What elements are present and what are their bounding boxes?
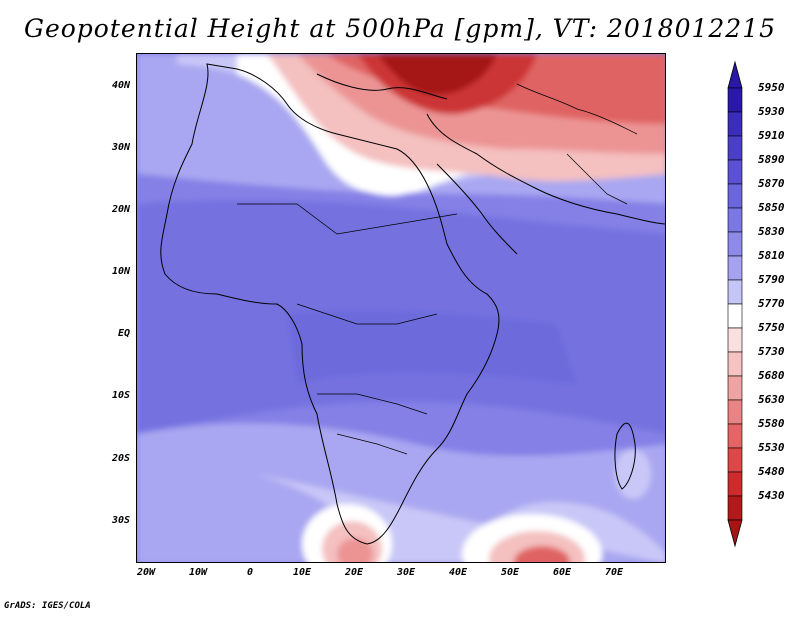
colorbar-label: 5950 <box>758 81 785 94</box>
colorbar-label: 5680 <box>758 369 785 382</box>
colorbar-label: 5930 <box>758 105 785 118</box>
asia-borders <box>516 83 638 135</box>
field-core <box>287 309 577 384</box>
colorbar-swatches <box>727 60 743 548</box>
colorbar-swatch <box>727 135 743 161</box>
colorbar-label: 5750 <box>758 321 785 334</box>
field-south-high-1-red <box>337 538 373 562</box>
colorbar-label: 5890 <box>758 153 785 166</box>
colorbar-swatch <box>727 399 743 425</box>
lon-label: 20E <box>344 567 364 578</box>
lat-label: 40N <box>111 80 130 91</box>
lon-label: 20W <box>136 567 156 578</box>
colorbar-label: 5870 <box>758 177 785 190</box>
colorbar-swatch <box>727 87 743 113</box>
colorbar-swatch <box>727 327 743 353</box>
lon-label: 60E <box>552 567 572 578</box>
colorbar-label: 5790 <box>758 273 785 286</box>
field-south-east-pale <box>615 449 651 499</box>
colorbar-label: 5810 <box>758 249 785 262</box>
colorbar-swatch <box>727 303 743 329</box>
colorbar-swatch <box>727 495 743 521</box>
lat-label: 20N <box>111 204 130 215</box>
colorbar-label: 5850 <box>758 201 785 214</box>
map-area <box>136 53 666 563</box>
colorbar-swatch <box>727 207 743 233</box>
lat-label: 10S <box>111 390 130 401</box>
colorbar-swatch <box>727 111 743 137</box>
credit-text: GrADS: IGES/COLA <box>4 601 91 611</box>
colorbar-label: 5530 <box>758 441 785 454</box>
country-borders-south <box>317 393 428 415</box>
colorbar-swatch <box>727 231 743 257</box>
colorbar-label: 5480 <box>758 465 785 478</box>
lon-label: 10W <box>188 567 208 578</box>
colorbar-label: 5830 <box>758 225 785 238</box>
chart-title: Geopotential Height at 500hPa [gpm], VT:… <box>23 14 777 43</box>
lat-label: 30S <box>111 515 130 526</box>
lat-label: 30N <box>111 142 130 153</box>
country-borders-north <box>237 203 458 235</box>
field-red-core <box>377 54 497 95</box>
country-borders-far-south <box>336 433 408 455</box>
country-borders-central <box>296 303 438 325</box>
height-field <box>137 54 665 562</box>
coastlines <box>160 63 665 545</box>
colorbar-swatch <box>727 447 743 473</box>
colorbar-swatch <box>727 279 743 305</box>
lon-label: 70E <box>604 567 624 578</box>
colorbar: 5950 5930 5910 5890 5870 5850 5830 5810 … <box>722 60 800 560</box>
mediterranean-coast <box>316 73 448 100</box>
lon-label: 0 <box>246 567 254 578</box>
lon-label: 40E <box>448 567 468 578</box>
colorbar-swatch <box>727 159 743 185</box>
colorbar-bottom-arrow <box>727 519 743 548</box>
africa-outline <box>160 63 500 545</box>
colorbar-swatch <box>727 471 743 497</box>
iran-border <box>566 153 628 205</box>
colorbar-label: 5580 <box>758 417 785 430</box>
lat-label: EQ <box>117 328 130 339</box>
colorbar-label: 5910 <box>758 129 785 142</box>
colorbar-swatch <box>727 423 743 449</box>
red-sea <box>436 163 518 255</box>
colorbar-label: 5770 <box>758 297 785 310</box>
lat-label: 20S <box>111 453 130 464</box>
colorbar-label: 5430 <box>758 489 785 502</box>
colorbar-label: 5730 <box>758 345 785 358</box>
lon-label: 30E <box>396 567 416 578</box>
arabia-coast <box>426 113 665 225</box>
colorbar-swatch <box>727 375 743 401</box>
field-south-high-2-red <box>514 546 570 562</box>
colorbar-top-arrow <box>727 60 743 89</box>
colorbar-label: 5630 <box>758 393 785 406</box>
colorbar-swatch <box>727 183 743 209</box>
madagascar-outline <box>614 422 636 490</box>
lon-label: 50E <box>500 567 520 578</box>
lat-label: 10N <box>111 266 130 277</box>
lon-label: 10E <box>292 567 312 578</box>
colorbar-swatch <box>727 351 743 377</box>
colorbar-swatch <box>727 255 743 281</box>
